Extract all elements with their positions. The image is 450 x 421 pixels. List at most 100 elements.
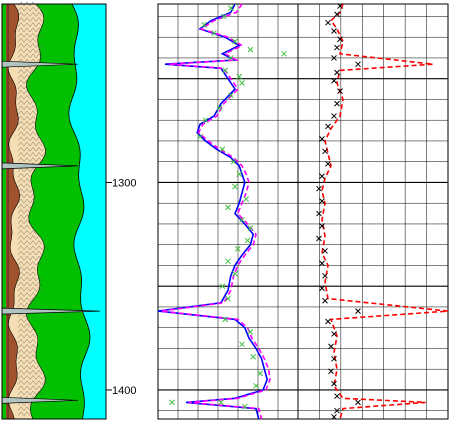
hatch-mark bbox=[17, 261, 25, 266]
hatch-mark bbox=[29, 385, 37, 390]
hatch-mark bbox=[17, 333, 25, 339]
hatch-mark bbox=[29, 188, 37, 193]
hatch-mark bbox=[35, 152, 43, 157]
data-point-marker bbox=[243, 196, 250, 202]
data-point-marker bbox=[222, 67, 229, 74]
hatch-mark bbox=[17, 250, 25, 256]
hatch-mark bbox=[23, 6, 31, 12]
data-point-marker bbox=[319, 285, 325, 292]
hatch-mark bbox=[23, 354, 31, 359]
hatch-mark bbox=[35, 250, 43, 256]
hatch-mark bbox=[23, 203, 31, 209]
hatch-mark bbox=[23, 209, 31, 214]
hatch-mark bbox=[35, 12, 43, 17]
hatch-mark bbox=[29, 349, 37, 354]
series-line bbox=[321, 3, 449, 420]
data-point-marker bbox=[325, 19, 331, 26]
data-point-marker bbox=[334, 393, 340, 400]
data-point-marker bbox=[227, 92, 234, 99]
hatch-mark bbox=[35, 58, 43, 64]
hatch-mark bbox=[29, 100, 37, 105]
hatch-mark bbox=[17, 27, 25, 33]
hatch-mark bbox=[23, 338, 31, 344]
hatch-mark bbox=[29, 115, 37, 121]
hatch-mark bbox=[29, 235, 37, 240]
hatch-mark bbox=[23, 385, 31, 390]
hatch-mark bbox=[17, 359, 25, 365]
data-point-marker bbox=[331, 331, 337, 337]
hatch-mark bbox=[23, 302, 31, 307]
data-point-marker bbox=[328, 343, 334, 350]
hatch-mark bbox=[23, 271, 31, 276]
hatch-mark bbox=[35, 48, 43, 53]
hatch-mark bbox=[17, 120, 25, 126]
hatch-mark bbox=[17, 69, 25, 74]
hatch-mark bbox=[35, 22, 43, 27]
hatch-mark bbox=[17, 89, 25, 95]
hatch-mark bbox=[35, 261, 43, 266]
hatch-mark bbox=[41, 152, 49, 157]
data-point-marker bbox=[219, 146, 226, 153]
left-formation-strip bbox=[2, 4, 6, 419]
data-point-marker bbox=[219, 283, 226, 290]
track2-panel bbox=[157, 3, 299, 420]
hatch-mark bbox=[17, 323, 25, 328]
hatch-mark bbox=[29, 229, 37, 235]
data-point-marker bbox=[202, 117, 209, 124]
hatch-mark bbox=[35, 286, 43, 292]
hatch-mark bbox=[29, 131, 37, 136]
hatch-mark bbox=[23, 349, 31, 354]
hatch-mark bbox=[23, 323, 31, 328]
data-point-marker bbox=[232, 38, 238, 45]
hatch-mark bbox=[23, 411, 31, 416]
hatch-mark bbox=[41, 380, 49, 385]
hatch-mark bbox=[23, 219, 31, 224]
hatch-mark bbox=[23, 53, 31, 58]
data-point-marker bbox=[331, 77, 337, 84]
data-point-marker bbox=[239, 216, 245, 223]
data-point-marker bbox=[227, 55, 234, 61]
hatch-mark bbox=[29, 354, 37, 359]
hatch-mark bbox=[23, 89, 31, 95]
data-point-marker bbox=[355, 399, 361, 406]
data-point-marker bbox=[247, 46, 254, 53]
data-point-marker bbox=[325, 123, 331, 130]
hatch-mark bbox=[29, 136, 37, 141]
hatch-mark bbox=[29, 110, 37, 116]
hatch-mark bbox=[17, 198, 25, 204]
hatch-mark bbox=[29, 157, 37, 162]
hatch-mark bbox=[35, 255, 43, 261]
hatch-mark bbox=[17, 229, 25, 235]
hatch-mark bbox=[17, 105, 25, 110]
data-point-marker bbox=[319, 136, 325, 142]
hatch-mark bbox=[23, 240, 31, 245]
track-frame bbox=[157, 3, 299, 420]
hatch-mark bbox=[17, 79, 25, 84]
hatch-mark bbox=[35, 43, 43, 48]
hatch-mark bbox=[17, 110, 25, 116]
hatch-mark bbox=[17, 240, 25, 245]
hatch-mark bbox=[29, 17, 37, 22]
hatch-mark bbox=[17, 328, 25, 333]
hatch-mark bbox=[29, 167, 37, 173]
data-point-marker bbox=[331, 55, 337, 61]
hatch-mark bbox=[23, 364, 31, 370]
data-point-marker bbox=[337, 3, 343, 9]
data-point-marker bbox=[225, 204, 231, 211]
hatch-mark bbox=[23, 297, 31, 302]
hatch-mark bbox=[17, 136, 25, 141]
hatch-mark bbox=[17, 235, 25, 240]
hatch-mark bbox=[23, 224, 31, 230]
hatch-mark bbox=[29, 375, 37, 380]
hatch-mark bbox=[23, 188, 31, 193]
hatch-mark bbox=[35, 146, 43, 152]
data-point-marker bbox=[334, 11, 340, 18]
hatch-mark bbox=[29, 146, 37, 152]
data-point-marker bbox=[355, 61, 361, 68]
hatch-mark bbox=[17, 95, 25, 100]
hatch-mark bbox=[23, 406, 31, 411]
data-point-marker bbox=[236, 73, 243, 80]
hatch-mark bbox=[23, 69, 31, 74]
hatch-mark bbox=[17, 245, 25, 250]
hatch-mark bbox=[23, 120, 31, 126]
